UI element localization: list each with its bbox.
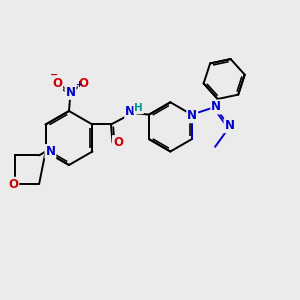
Text: H: H (134, 103, 143, 113)
Text: N: N (187, 109, 197, 122)
Text: N: N (125, 105, 135, 119)
Text: −: − (50, 70, 58, 80)
Text: N: N (45, 145, 56, 158)
Text: N: N (224, 119, 235, 132)
Text: O: O (79, 77, 89, 90)
Text: +: + (75, 80, 82, 89)
Text: N: N (211, 100, 221, 113)
Text: N: N (65, 86, 76, 99)
Text: O: O (8, 178, 18, 191)
Text: O: O (113, 136, 123, 149)
Text: O: O (52, 77, 62, 90)
